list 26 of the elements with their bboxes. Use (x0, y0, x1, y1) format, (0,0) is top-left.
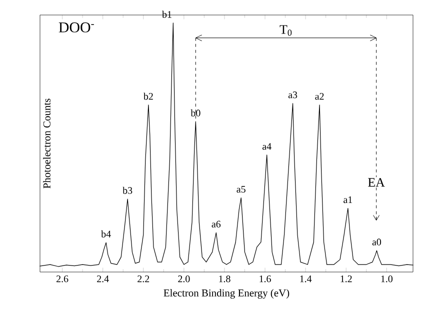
x-tick-label: 1.6 (260, 276, 271, 282)
x-tick-label: 1.2 (340, 276, 352, 282)
y-axis-title: Photoelectron Counts (43, 98, 50, 188)
annotation: T$_{0}$ (280, 25, 292, 36)
annotation: a4 (262, 143, 272, 150)
annotation: a5 (236, 186, 246, 193)
ref-line-label: EA (368, 178, 385, 187)
annotation: a6 (212, 220, 221, 228)
x-tick-label: 2.6 (56, 276, 68, 282)
x-tick-label: 2.4 (97, 276, 109, 282)
annotation: b3 (122, 186, 132, 194)
annotation: a3 (288, 92, 298, 98)
annotation: b0 (190, 109, 200, 116)
x-tick-label: 2.0 (178, 276, 190, 282)
annotation: a0 (372, 238, 382, 246)
annotation: a2 (315, 93, 324, 100)
chart-title: DOO$^{-}$ (58, 22, 94, 32)
annotation: b4 (101, 230, 111, 238)
x-axis-title: Electron Binding Energy (eV) (164, 289, 290, 299)
annotation: a1 (344, 196, 352, 204)
x-tick-label: 2.2 (138, 276, 150, 282)
x-tick-label: 1.4 (300, 276, 312, 282)
annotation: b1 (162, 10, 172, 18)
x-tick-label: 1.8 (219, 276, 230, 282)
x-tick-label: 1.0 (381, 276, 392, 282)
annotation: b2 (143, 92, 153, 100)
